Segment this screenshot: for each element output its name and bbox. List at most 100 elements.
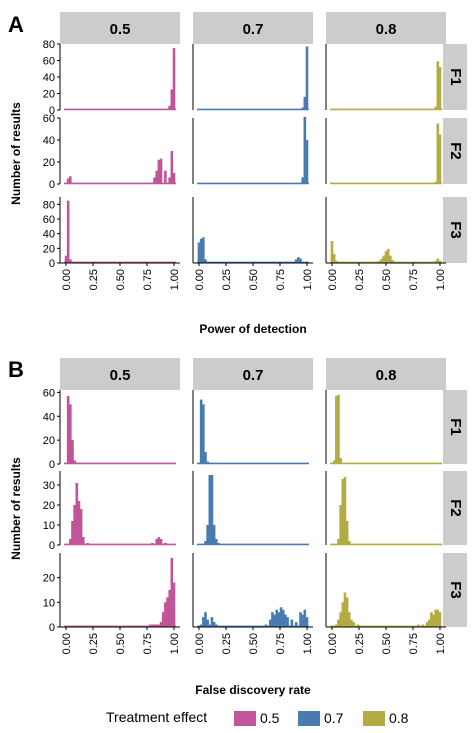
y-tick-label: 0 (49, 459, 55, 471)
x-tick-label: 0.00 (194, 269, 206, 290)
y-tick-label: 20 (43, 435, 55, 447)
facet-A-F2-0.5 (59, 118, 176, 185)
histogram-bar (170, 89, 174, 110)
x-tick-label: 0.25 (354, 633, 366, 654)
histogram-bar (217, 543, 220, 545)
histogram-bar (153, 624, 156, 627)
y-axis-label: Number of results (9, 102, 23, 205)
x-tick-label: 0.75 (142, 269, 154, 290)
histogram-bar (151, 543, 154, 545)
histogram-bar (330, 109, 334, 110)
histogram-bar (210, 617, 214, 627)
histogram-bar (155, 539, 159, 545)
histogram-bar (148, 624, 152, 627)
histogram-bar (301, 614, 304, 627)
histogram-bar (294, 622, 298, 627)
histogram-bar (202, 617, 205, 627)
histogram-bar (335, 260, 338, 263)
facet-B-F3-0.8 (325, 553, 442, 628)
x-tick-label: 1.00 (169, 633, 181, 654)
histogram-bar (172, 582, 176, 627)
x-tick-label: 0.50 (115, 633, 127, 654)
histogram-bar (71, 521, 74, 545)
histogram-bar (157, 624, 161, 627)
histogram-bar (421, 624, 425, 627)
legend-swatch-0.5 (234, 711, 256, 726)
histogram-bar (69, 404, 72, 464)
row-strip-label: F3 (447, 581, 464, 599)
histogram-bar (343, 477, 347, 545)
panel-tag-B: B (8, 357, 24, 382)
histogram-bar (155, 170, 159, 184)
histogram-bar (208, 624, 212, 627)
histogram-bar (271, 612, 274, 627)
histogram-bar (386, 249, 390, 263)
x-tick-label: 0.75 (142, 633, 154, 654)
histogram-bar (356, 624, 360, 627)
histogram-bar (204, 541, 207, 545)
histogram-bar (341, 479, 345, 545)
histogram-bar (273, 614, 276, 627)
histogram-bar (434, 609, 437, 627)
legend-entry-label: 0.5 (260, 710, 280, 726)
histogram-bar (75, 462, 79, 464)
column-strip-0.7 (193, 12, 313, 44)
histogram-bar (214, 624, 218, 627)
histogram-bar (303, 96, 307, 110)
row-strip-label: F2 (447, 499, 464, 517)
histogram-bar (159, 539, 163, 545)
histogram-bar (301, 107, 304, 110)
y-tick-label: 60 (43, 56, 55, 68)
histogram-bar (199, 399, 203, 464)
histogram-bar (294, 259, 298, 263)
histogram-bar (299, 258, 302, 263)
histogram-bar (170, 151, 174, 184)
row-strip-F2 (443, 471, 467, 545)
y-tick-label: 10 (43, 520, 55, 532)
x-tick-label: 0.75 (408, 269, 420, 290)
histogram-bar (341, 462, 345, 464)
histogram-bar (297, 257, 300, 263)
row-strip-label: F1 (447, 418, 464, 436)
histogram-bar (212, 525, 216, 545)
histogram-bar (206, 461, 209, 464)
facet-B-F1-0.7 (192, 390, 309, 465)
histogram-bar (432, 614, 435, 627)
histogram-bar (345, 521, 349, 545)
histogram-bar (81, 537, 85, 545)
histogram-bar (77, 501, 81, 545)
histogram-bar (330, 183, 334, 184)
histogram-bar (281, 609, 285, 627)
x-tick-label: 0.00 (194, 633, 206, 654)
row-strip-F1 (443, 44, 467, 110)
histogram-bar (434, 260, 437, 263)
facet-A-F1-0.8 (325, 44, 442, 111)
histogram-bar (66, 178, 70, 184)
row-strip-label: F3 (447, 221, 464, 239)
row-strip-F3 (443, 553, 467, 627)
column-strip-label: 0.8 (376, 21, 397, 38)
histogram-bar (330, 241, 334, 263)
x-tick-label: 0.50 (115, 269, 127, 290)
facet-A-F3-0.7 (192, 197, 309, 264)
y-tick-label: 40 (43, 135, 55, 147)
histogram-bar (391, 260, 394, 263)
histogram-bar (172, 48, 176, 110)
histogram-bar (161, 612, 165, 627)
histogram-bar (212, 622, 216, 627)
histogram-bar (339, 505, 342, 545)
histogram-bar (73, 505, 76, 545)
y-tick-label: 80 (43, 199, 55, 211)
histogram-bar (66, 200, 70, 263)
y-tick-label: 80 (43, 39, 55, 51)
histogram-bar (157, 537, 161, 545)
facet-B-F1-0.5 (59, 390, 176, 465)
x-tick-label: 0.50 (381, 269, 393, 290)
y-tick-label: 20 (43, 573, 55, 585)
legend-title: Treatment effect (106, 709, 207, 725)
y-axis-label: Number of results (9, 457, 23, 560)
histogram-bar (339, 458, 342, 464)
column-strip-0.8 (326, 12, 446, 44)
histogram-bar (168, 177, 171, 184)
histogram-bar (86, 543, 89, 545)
